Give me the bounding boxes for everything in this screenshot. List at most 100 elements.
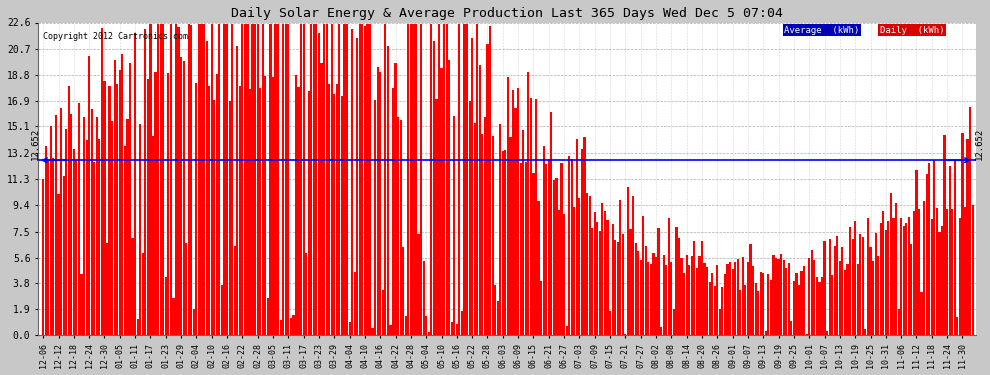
Bar [351, 29, 353, 335]
Bar [461, 311, 463, 335]
Bar [290, 318, 292, 335]
Bar [98, 139, 100, 335]
Bar [83, 117, 85, 335]
Bar [48, 159, 50, 335]
Bar [746, 262, 749, 335]
Bar [177, 27, 179, 335]
Bar [837, 236, 839, 335]
Bar [885, 230, 887, 335]
Bar [85, 140, 88, 335]
Bar [801, 271, 803, 335]
Bar [719, 309, 721, 335]
Bar [625, 334, 627, 335]
Bar [157, 24, 159, 335]
Bar [874, 233, 877, 335]
Bar [921, 292, 923, 335]
Bar [644, 246, 646, 335]
Bar [704, 263, 706, 335]
Bar [103, 81, 106, 335]
Bar [251, 24, 253, 335]
Bar [515, 108, 517, 335]
Bar [533, 172, 535, 335]
Bar [287, 24, 289, 335]
Bar [714, 286, 716, 335]
Bar [402, 247, 404, 335]
Bar [101, 28, 103, 335]
Bar [724, 273, 726, 335]
Bar [353, 272, 355, 335]
Bar [119, 70, 121, 335]
Bar [691, 256, 693, 335]
Bar [180, 57, 182, 335]
Bar [303, 24, 305, 335]
Bar [609, 311, 611, 335]
Bar [277, 24, 279, 335]
Bar [407, 24, 410, 335]
Bar [752, 266, 754, 335]
Bar [547, 159, 549, 335]
Bar [425, 316, 428, 335]
Bar [667, 217, 670, 335]
Bar [366, 24, 368, 335]
Bar [793, 281, 795, 335]
Bar [913, 211, 915, 335]
Bar [630, 229, 632, 335]
Bar [369, 24, 371, 335]
Bar [62, 176, 64, 335]
Bar [619, 200, 622, 335]
Bar [882, 210, 884, 335]
Bar [552, 180, 555, 335]
Bar [438, 24, 441, 335]
Bar [124, 146, 126, 335]
Bar [785, 268, 787, 335]
Bar [749, 244, 751, 335]
Bar [379, 72, 381, 335]
Bar [706, 267, 708, 335]
Bar [65, 129, 67, 335]
Bar [969, 107, 971, 335]
Bar [662, 255, 664, 335]
Bar [934, 160, 936, 335]
Bar [685, 255, 688, 335]
Bar [336, 84, 338, 335]
Bar [617, 242, 619, 335]
Bar [898, 309, 900, 335]
Bar [568, 156, 570, 335]
Bar [93, 162, 95, 335]
Bar [279, 320, 282, 335]
Bar [264, 76, 266, 335]
Bar [484, 117, 486, 335]
Bar [890, 194, 892, 335]
Bar [647, 262, 649, 335]
Bar [581, 149, 583, 335]
Bar [816, 277, 818, 335]
Bar [762, 273, 764, 335]
Bar [958, 218, 961, 335]
Bar [543, 146, 545, 335]
Bar [226, 24, 228, 335]
Bar [744, 285, 746, 335]
Bar [576, 139, 578, 335]
Bar [673, 309, 675, 335]
Bar [824, 240, 826, 335]
Bar [415, 24, 417, 335]
Bar [832, 275, 834, 335]
Title: Daily Solar Energy & Average Production Last 365 Days Wed Dec 5 07:04: Daily Solar Energy & Average Production … [232, 7, 783, 20]
Bar [754, 283, 756, 335]
Bar [428, 332, 430, 335]
Bar [229, 102, 231, 335]
Bar [926, 174, 928, 335]
Bar [555, 178, 557, 335]
Bar [208, 86, 210, 335]
Bar [182, 62, 185, 335]
Bar [652, 253, 654, 335]
Bar [864, 329, 866, 335]
Bar [607, 220, 609, 335]
Bar [867, 218, 869, 335]
Bar [660, 327, 662, 335]
Bar [195, 83, 197, 335]
Bar [121, 54, 124, 335]
Bar [643, 216, 644, 335]
Text: Daily  (kWh): Daily (kWh) [880, 26, 944, 34]
Bar [234, 246, 236, 335]
